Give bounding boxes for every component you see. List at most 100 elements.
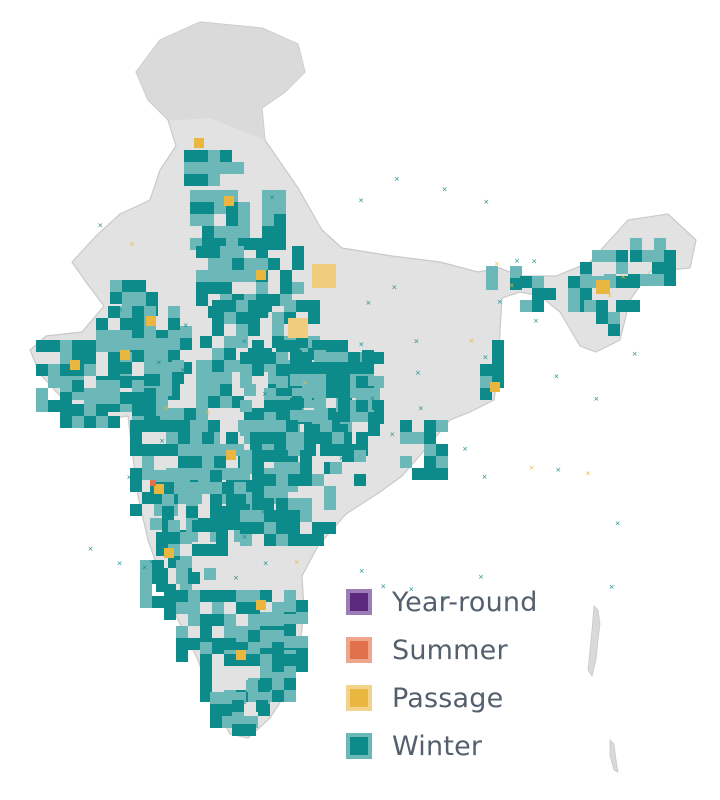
- grid-cell: [208, 372, 220, 384]
- grid-cell: [154, 444, 166, 456]
- grid-cell: [616, 300, 628, 312]
- legend-label: Passage: [392, 682, 504, 714]
- grid-cell: [252, 462, 264, 474]
- passage-cell: [226, 450, 236, 460]
- grid-cell: [36, 340, 48, 352]
- grid-cell: [520, 300, 532, 312]
- grid-cell: [240, 376, 252, 388]
- record-x-marker: ×: [126, 473, 132, 481]
- record-x-marker: ×: [117, 560, 123, 568]
- grid-cell: [120, 306, 132, 318]
- grid-cell: [240, 352, 252, 364]
- grid-cell: [120, 362, 132, 374]
- passage-cell: [164, 548, 174, 558]
- grid-cell: [412, 468, 424, 480]
- grid-cell: [240, 364, 252, 376]
- grid-cell: [260, 590, 272, 602]
- grid-cell: [596, 312, 608, 324]
- record-x-marker: ×: [294, 559, 300, 567]
- grid-cell: [326, 386, 338, 398]
- grid-cell: [176, 602, 188, 614]
- grid-cell: [176, 560, 188, 572]
- grid-cell: [152, 596, 164, 608]
- grid-cell: [84, 340, 96, 352]
- grid-cell: [302, 386, 314, 398]
- grid-cell: [424, 432, 436, 444]
- grid-cell: [222, 716, 234, 728]
- grid-cell: [244, 258, 256, 270]
- record-x-marker: ×: [358, 341, 364, 349]
- grid-cell: [616, 250, 628, 262]
- grid-cell: [312, 534, 324, 546]
- grid-cell: [240, 522, 252, 534]
- grid-cell: [252, 486, 264, 498]
- grid-cell: [190, 444, 202, 456]
- grid-cell: [324, 522, 336, 534]
- passage-cell: [70, 360, 80, 370]
- grid-cell: [212, 614, 224, 626]
- grid-cell: [108, 392, 120, 404]
- grid-cell: [276, 340, 288, 352]
- grid-cell: [284, 690, 296, 702]
- grid-cell: [262, 226, 274, 238]
- grid-cell: [350, 410, 362, 422]
- record-x-marker: ×: [389, 430, 395, 438]
- grid-cell: [544, 288, 556, 300]
- grid-cell: [436, 468, 448, 480]
- grid-cell: [200, 336, 212, 348]
- grid-cell: [664, 250, 676, 262]
- grid-cell: [236, 630, 248, 642]
- grid-cell: [174, 470, 186, 482]
- record-x-marker: ×: [418, 404, 424, 412]
- grid-cell: [200, 642, 212, 654]
- grid-cell: [308, 300, 320, 312]
- grid-cell: [162, 506, 174, 518]
- grid-cell: [150, 470, 162, 482]
- passage-cell: [224, 196, 234, 206]
- grid-cell: [36, 388, 48, 400]
- grid-cell: [250, 420, 262, 432]
- summer-cell: [150, 480, 156, 486]
- grid-cell: [154, 420, 166, 432]
- legend-item-year-round: Year-round: [346, 578, 586, 626]
- grid-cell: [248, 324, 260, 336]
- grid-cell: [274, 432, 286, 444]
- grid-cell: [292, 282, 304, 294]
- grid-cell: [200, 360, 212, 372]
- grid-cell: [168, 350, 180, 362]
- grid-cell: [226, 432, 238, 444]
- grid-cell: [314, 410, 326, 422]
- grid-cell: [592, 250, 604, 262]
- grid-cell: [224, 654, 236, 666]
- grid-cell: [142, 456, 154, 468]
- grid-cell: [120, 318, 132, 330]
- grid-cell: [338, 398, 350, 410]
- grid-cell: [424, 468, 436, 480]
- grid-cell: [332, 432, 344, 444]
- grid-cell: [312, 522, 324, 534]
- record-x-marker: ×: [263, 559, 269, 567]
- grid-cell: [174, 482, 186, 494]
- grid-cell: [188, 614, 200, 626]
- passage-cell: [596, 280, 610, 294]
- grid-cell: [166, 420, 178, 432]
- grid-cell: [654, 238, 666, 250]
- grid-cell: [212, 590, 224, 602]
- grid-cell: [244, 724, 256, 736]
- grid-cell: [362, 362, 374, 374]
- grid-cell: [84, 352, 96, 364]
- grid-cell: [276, 462, 288, 474]
- grid-cell: [208, 162, 220, 174]
- record-x-marker: ×: [607, 292, 613, 300]
- grid-cell: [348, 352, 360, 364]
- grid-cell: [584, 300, 596, 312]
- grid-cell: [262, 190, 274, 202]
- grid-cell: [188, 590, 200, 602]
- grid-cell: [238, 226, 250, 238]
- grid-cell: [252, 510, 264, 522]
- grid-cell: [224, 626, 236, 638]
- grid-cell: [256, 700, 268, 712]
- grid-cell: [616, 262, 628, 274]
- grid-cell: [284, 300, 296, 312]
- grid-cell: [580, 274, 592, 286]
